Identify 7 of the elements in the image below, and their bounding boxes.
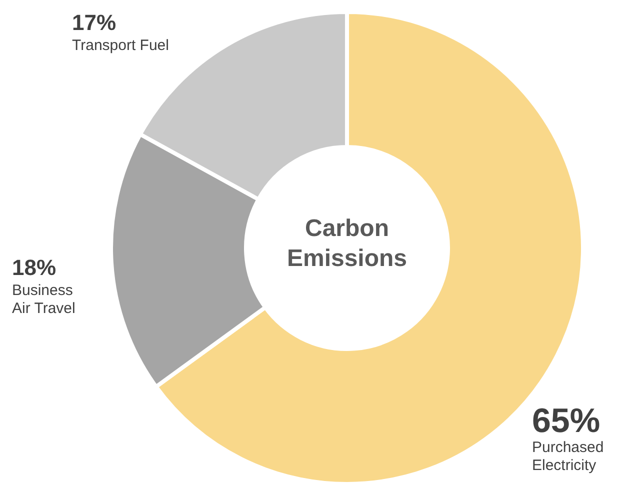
text: Carbon Emissions [286,215,408,272]
data-label: 17% [72,10,116,35]
data-label: 65% [532,402,600,440]
slice-label: Purchased Electricity [532,439,604,474]
slice-label: Business Air Travel [12,282,76,317]
data-label: 18% [12,255,56,280]
slice-label: Transport Fuel [72,37,169,54]
